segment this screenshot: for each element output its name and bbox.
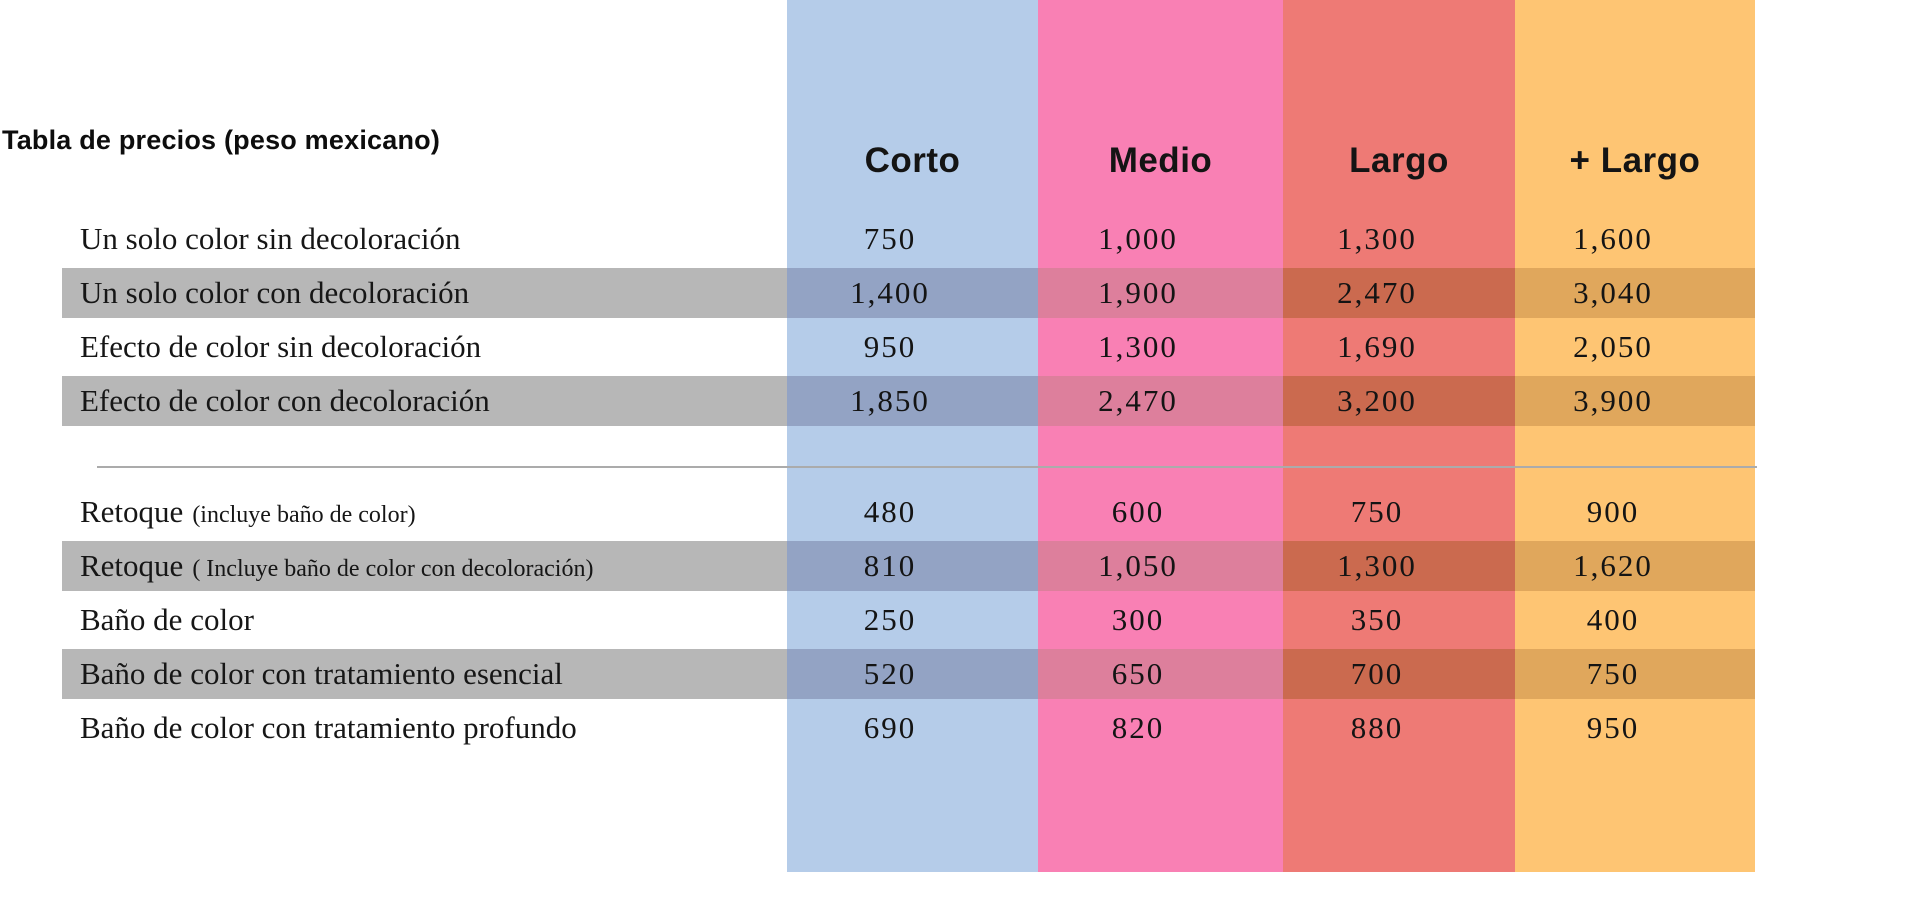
price-cell: 750: [863, 221, 917, 256]
price-cell: 1,300: [1098, 329, 1178, 364]
price-cell: 300: [1111, 602, 1165, 637]
price-cell: 690: [863, 710, 917, 745]
price-cell: 900: [1586, 494, 1640, 529]
row-label: Baño de color con tratamiento esencial: [80, 656, 563, 691]
table-row: Baño de color con tratamiento profundo 6…: [0, 701, 1920, 755]
row-label: Efecto de color sin decoloración: [80, 329, 482, 364]
price-cell: 820: [1111, 710, 1165, 745]
row-label: Retoque (incluye baño de color): [80, 494, 416, 529]
price-cell: 480: [863, 494, 917, 529]
row-highlight-stripe: [1038, 376, 1283, 426]
row-highlight-stripe: [62, 541, 787, 591]
price-cell: 250: [863, 602, 917, 637]
column-header-largo: Largo: [1349, 141, 1449, 180]
row-label: Un solo color sin decoloración: [80, 221, 461, 256]
row-label: Efecto de color con decoloración: [80, 383, 490, 418]
price-cell: 1,300: [1337, 548, 1417, 583]
table-row-highlighted: Retoque( Incluye baño de color con decol…: [0, 539, 1920, 593]
row-highlight-stripe: [1038, 541, 1283, 591]
table-row: Retoque (incluye baño de color) 480 600 7…: [0, 485, 1920, 539]
row-label: Retoque( Incluye baño de color con decol…: [80, 548, 594, 583]
row-highlight-stripe: [787, 376, 1038, 426]
price-cell: 1,300: [1337, 221, 1417, 256]
price-cell: 3,900: [1573, 383, 1653, 418]
price-cell: 950: [1586, 710, 1640, 745]
price-cell: 520: [863, 656, 917, 691]
column-band-corto: [787, 0, 1038, 872]
row-highlight-stripe: [787, 268, 1038, 318]
table-row-highlighted: Baño de color con tratamiento esencial 5…: [0, 647, 1920, 701]
row-highlight-stripe: [1515, 649, 1755, 699]
table-row: Baño de color 250 300 350 400: [0, 593, 1920, 647]
table-row-highlighted: Efecto de color con decoloración 1,850 2…: [0, 374, 1920, 428]
row-highlight-stripe: [1515, 541, 1755, 591]
price-cell: 700: [1350, 656, 1404, 691]
row-label: Un solo color con decoloración: [80, 275, 470, 310]
price-cell: 1,050: [1098, 548, 1178, 583]
row-highlight-stripe: [787, 541, 1038, 591]
row-label: Baño de color: [80, 602, 254, 637]
row-label: Baño de color con tratamiento profundo: [80, 710, 577, 745]
column-band-largo: [1283, 0, 1515, 872]
row-highlight-stripe: [1515, 268, 1755, 318]
row-highlight-stripe: [1283, 268, 1515, 318]
price-cell: 1,850: [850, 383, 930, 418]
price-cell: 650: [1111, 656, 1165, 691]
row-highlight-stripe: [1515, 376, 1755, 426]
price-cell: 1,900: [1098, 275, 1178, 310]
page-title: Tabla de precios (peso mexicano): [2, 125, 441, 155]
column-header-mas-largo: + Largo: [1569, 141, 1701, 180]
price-cell: 950: [863, 329, 917, 364]
price-cell: 3,200: [1337, 383, 1417, 418]
table-row: Efecto de color sin decoloración 950 1,3…: [0, 320, 1920, 374]
row-highlight-stripe: [1283, 376, 1515, 426]
price-cell: 1,600: [1573, 221, 1653, 256]
table-row: Un solo color sin decoloración 750 1,000…: [0, 212, 1920, 266]
row-highlight-stripe: [62, 376, 787, 426]
price-cell: 1,400: [850, 275, 930, 310]
price-cell: 350: [1350, 602, 1404, 637]
row-highlight-stripe: [62, 268, 787, 318]
price-cell: 1,690: [1337, 329, 1417, 364]
row-highlight-stripe: [1038, 268, 1283, 318]
column-band-mas-largo: [1515, 0, 1755, 872]
column-header-corto: Corto: [864, 141, 961, 180]
price-cell: 2,470: [1337, 275, 1417, 310]
price-cell: 2,470: [1098, 383, 1178, 418]
price-cell: 810: [863, 548, 917, 583]
price-cell: 750: [1350, 494, 1404, 529]
row-highlight-stripe: [1283, 541, 1515, 591]
row-highlight-stripe: [787, 649, 1038, 699]
price-cell: 1,000: [1098, 221, 1178, 256]
price-cell: 2,050: [1573, 329, 1653, 364]
price-cell: 600: [1111, 494, 1165, 529]
section-divider: [97, 466, 1757, 468]
table-row-highlighted: Un solo color con decoloración 1,400 1,9…: [0, 266, 1920, 320]
price-cell: 400: [1586, 602, 1640, 637]
column-header-medio: Medio: [1108, 141, 1213, 180]
column-band-medio: [1038, 0, 1283, 872]
price-cell: 1,620: [1573, 548, 1653, 583]
price-cell: 750: [1586, 656, 1640, 691]
row-highlight-stripe: [1038, 649, 1283, 699]
row-highlight-stripe: [62, 649, 787, 699]
price-cell: 3,040: [1573, 275, 1653, 310]
price-cell: 880: [1350, 710, 1404, 745]
row-highlight-stripe: [1283, 649, 1515, 699]
